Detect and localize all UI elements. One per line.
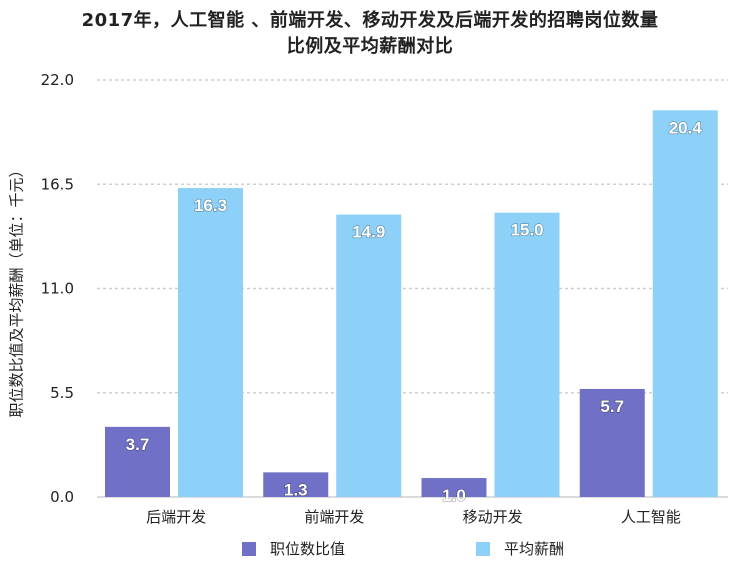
data-label: 1.0: [442, 486, 466, 505]
data-label: 14.9: [352, 223, 385, 242]
bar: [652, 110, 718, 497]
data-label: 5.7: [600, 397, 624, 416]
x-category-label: 人工智能: [621, 508, 681, 526]
y-tick-label: 5.5: [50, 384, 74, 402]
bar: [421, 478, 487, 497]
bar: [178, 188, 243, 498]
y-tick-label: 11.0: [41, 280, 74, 298]
bar: [263, 472, 329, 497]
chart-title-line-1: 2017年，人工智能 、前端开发、移动开发及后端开发的招聘岗位数量: [81, 10, 659, 31]
bars: 3.7 16.3 1.3 14.9 1.0 15.0 5.7 20.4: [105, 110, 718, 506]
data-label: 1.3: [284, 480, 308, 499]
y-tick-label: 16.5: [41, 175, 74, 193]
y-tick-label: 22.0: [41, 71, 74, 89]
legend-item-series-2: 平均薪酬: [476, 538, 564, 559]
legend-swatch-series-2: [476, 541, 490, 556]
bar: [579, 388, 645, 497]
y-tick-labels: 0.0 5.5 11.0 16.5 22.0: [41, 71, 74, 506]
chart-title-line-2: 比例及平均薪酬对比: [286, 36, 454, 57]
data-label: 16.3: [194, 196, 227, 215]
data-label: 20.4: [669, 118, 703, 137]
bar: [105, 426, 170, 497]
legend-label-series-2: 平均薪酬: [504, 540, 565, 558]
x-category-label: 前端开发: [304, 508, 364, 526]
x-category-label: 移动开发: [463, 508, 523, 526]
data-label: 3.7: [126, 435, 150, 454]
category-labels: 后端开发 前端开发 移动开发 人工智能: [146, 508, 681, 526]
legend-swatch-series-1: [242, 541, 256, 556]
legend-label-series-1: 职位数比值: [270, 540, 346, 558]
legend-item-series-1: 职位数比值: [242, 538, 345, 559]
bar: [336, 214, 402, 497]
y-tick-label: 0.0: [50, 488, 74, 506]
bar: [494, 212, 560, 497]
x-category-label: 后端开发: [146, 508, 206, 526]
data-label: 15.0: [510, 221, 543, 240]
